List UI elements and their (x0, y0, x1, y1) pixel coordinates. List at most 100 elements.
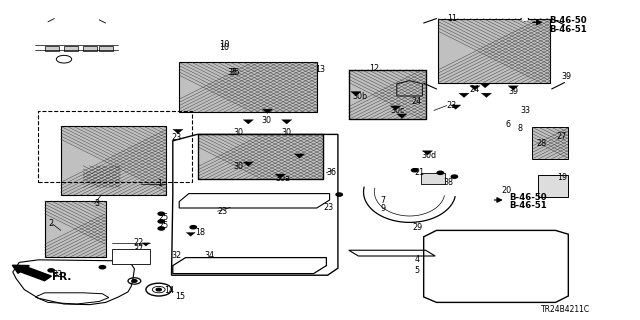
Text: 9: 9 (381, 204, 386, 212)
Text: 39: 39 (562, 72, 572, 81)
Bar (438, 19, 550, 83)
Text: 30c: 30c (390, 106, 405, 115)
Polygon shape (186, 233, 195, 236)
Polygon shape (294, 154, 305, 158)
Polygon shape (262, 109, 273, 114)
Text: 15: 15 (175, 292, 185, 301)
Bar (538, 175, 568, 197)
Text: 23: 23 (172, 133, 182, 142)
Bar (45, 46, 59, 51)
Text: 35: 35 (229, 68, 240, 77)
Text: 19: 19 (557, 173, 567, 182)
Text: 7: 7 (381, 196, 386, 204)
Text: 24: 24 (470, 85, 480, 94)
Text: B-46-50: B-46-50 (549, 16, 587, 25)
Text: 32: 32 (172, 252, 182, 260)
Polygon shape (481, 93, 492, 98)
Text: 2: 2 (49, 220, 54, 228)
Text: 30: 30 (282, 128, 292, 137)
Text: B-46-51: B-46-51 (509, 201, 547, 210)
Text: 25: 25 (159, 221, 169, 230)
Circle shape (158, 212, 164, 215)
Bar (198, 134, 323, 179)
Text: TR24B4211C: TR24B4211C (541, 305, 590, 314)
Text: 5: 5 (415, 266, 420, 275)
Text: 10: 10 (219, 40, 229, 49)
Bar (38, 111, 192, 182)
Polygon shape (451, 105, 461, 109)
Text: 23: 23 (218, 207, 228, 216)
Text: 18: 18 (195, 228, 205, 237)
Polygon shape (282, 120, 292, 124)
Text: 29: 29 (413, 223, 423, 232)
Circle shape (437, 171, 444, 174)
Text: 14: 14 (164, 286, 174, 295)
Circle shape (132, 280, 137, 282)
Bar (45, 201, 106, 257)
Circle shape (412, 169, 418, 172)
Polygon shape (173, 129, 183, 134)
Text: 4: 4 (415, 255, 420, 264)
Bar (83, 166, 120, 188)
Text: 35: 35 (227, 68, 237, 77)
Text: 36: 36 (326, 168, 337, 177)
Circle shape (156, 288, 161, 291)
Polygon shape (142, 250, 150, 253)
Polygon shape (459, 93, 469, 98)
FancyArrow shape (12, 265, 51, 281)
Circle shape (158, 220, 164, 223)
Polygon shape (390, 106, 401, 110)
Bar (532, 127, 568, 159)
Text: 23: 23 (323, 203, 333, 212)
Text: B-46-51: B-46-51 (549, 25, 587, 34)
Bar (83, 46, 97, 51)
Text: 1: 1 (157, 180, 162, 188)
Circle shape (158, 227, 164, 230)
Bar (99, 46, 113, 51)
Text: 3: 3 (95, 199, 100, 208)
Text: 30b: 30b (352, 92, 367, 100)
Text: 12: 12 (369, 64, 380, 73)
Text: FR.: FR. (52, 272, 72, 282)
Text: 13: 13 (316, 65, 326, 74)
Text: 8: 8 (517, 124, 522, 132)
Text: 30a: 30a (275, 174, 290, 183)
Circle shape (99, 266, 106, 269)
Bar (421, 173, 445, 184)
Text: 20: 20 (501, 186, 511, 195)
Text: 30: 30 (261, 116, 271, 125)
Text: 38: 38 (444, 178, 454, 187)
Text: 32: 32 (52, 270, 63, 279)
Text: 6: 6 (506, 120, 511, 129)
Text: 10: 10 (219, 43, 229, 52)
Circle shape (48, 269, 54, 272)
Polygon shape (470, 86, 480, 90)
Text: 22: 22 (133, 238, 143, 247)
Bar (112, 249, 150, 264)
Polygon shape (351, 92, 361, 96)
Polygon shape (243, 162, 253, 166)
Polygon shape (422, 151, 433, 155)
Text: 11: 11 (447, 14, 457, 23)
Bar (179, 62, 317, 112)
Polygon shape (397, 114, 407, 118)
Text: 27: 27 (557, 132, 567, 140)
Text: 39: 39 (509, 87, 519, 96)
Text: 30: 30 (234, 128, 244, 137)
Text: 28: 28 (536, 139, 547, 148)
Circle shape (190, 226, 196, 229)
Text: 24: 24 (412, 97, 422, 106)
Text: 37: 37 (133, 245, 143, 254)
Polygon shape (520, 18, 529, 22)
Text: 23: 23 (447, 101, 457, 110)
Text: 33: 33 (520, 106, 531, 115)
Circle shape (522, 18, 527, 20)
Text: 30d: 30d (422, 151, 437, 160)
Polygon shape (508, 86, 518, 90)
Polygon shape (142, 243, 150, 246)
Circle shape (336, 193, 342, 196)
Polygon shape (243, 120, 253, 124)
Bar (349, 70, 426, 119)
Bar (64, 46, 78, 51)
Polygon shape (275, 174, 285, 179)
